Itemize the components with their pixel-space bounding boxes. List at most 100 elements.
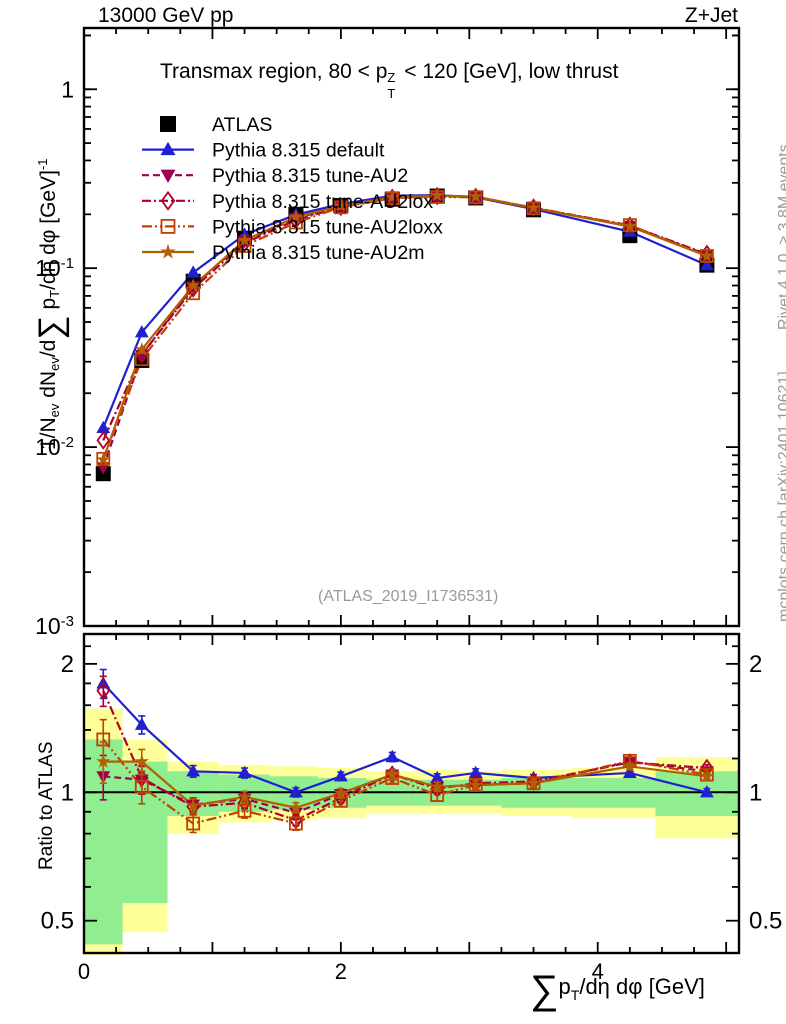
ratio-panel-frame (82, 632, 741, 955)
xl-sub: T (570, 987, 580, 1003)
ratio-marker-au2loxx (289, 816, 303, 831)
ratio-marker-default (333, 769, 348, 782)
ratio-marker-au2m (288, 800, 304, 814)
marker-au2m (288, 209, 304, 224)
ratio-marker-au2loxx (186, 816, 201, 831)
marker-au2loxx (134, 352, 149, 367)
legend-entry-au2loxx[interactable]: Pythia 8.315 tune-AU2loxx (142, 216, 443, 238)
marker-au2m (385, 189, 400, 204)
plot-title-a: Transmax region, 80 < p (160, 60, 388, 83)
marker-au2lox (134, 345, 149, 364)
legend-entry-au2m[interactable]: Pythia 8.315 tune-AU2m (142, 242, 424, 264)
ratio-line-au2lox (102, 690, 707, 822)
marker-au2lox (186, 279, 200, 298)
ratio-marker-default (699, 785, 714, 798)
ratio-marker-default (468, 765, 483, 779)
xl-p: p (558, 974, 571, 999)
watermark: (ATLAS_2019_I1736531) (318, 588, 499, 605)
ratio-line-au2loxx (102, 738, 708, 825)
ratio-marker-default (622, 765, 637, 779)
x-tick-label: 4 (592, 959, 604, 984)
plot-title-sup: Z (387, 70, 396, 85)
ratio-marker-au2m (333, 785, 348, 800)
series-line-au2m (102, 194, 708, 461)
marker-au2m (134, 342, 149, 356)
y-tick-label-main: 10-1 (35, 255, 74, 282)
ratio-series-group (84, 668, 739, 834)
ratio-marker-default (385, 749, 400, 763)
ratio-line-default (102, 682, 708, 794)
y-tick-label-ratio-right: 2 (749, 651, 762, 678)
marker-au2m (237, 232, 252, 247)
plot-frames (82, 26, 741, 955)
marker-au2m (622, 218, 637, 233)
marker-au2m (430, 187, 445, 202)
marker-au2lox (623, 216, 637, 235)
ratio-marker-au2lox (96, 681, 111, 701)
legend-marker-au2m (160, 243, 176, 259)
ratio-marker-au2loxx (134, 779, 149, 794)
ratio-error-bands (84, 708, 739, 956)
marker-default (186, 265, 201, 278)
x-tick-label: 2 (335, 959, 347, 984)
ratio-marker-default (430, 770, 445, 784)
marker-default (699, 257, 714, 271)
ratio-marker-au2m (385, 767, 400, 781)
marker-au2lox (96, 431, 111, 450)
legend-entry-atlas[interactable]: ATLAS (160, 114, 272, 136)
ratio-line-au2m (103, 760, 708, 809)
legend-marker-au2loxx (160, 218, 176, 234)
legend-marker-atlas (160, 116, 176, 132)
legend-label-au2loxx: Pythia 8.315 tune-AU2loxx (212, 216, 443, 238)
x-tick-label: 0 (78, 959, 90, 984)
y-tick-label-ratio-right: 1 (749, 779, 762, 806)
ratio-marker-au2m (186, 798, 201, 812)
legend-entry-au2[interactable]: Pythia 8.315 tune-AU2 (142, 165, 408, 187)
marker-default (96, 420, 111, 434)
ratio-marker-au2m (526, 775, 541, 790)
marker-au2m (333, 198, 348, 212)
y-tick-label-ratio-right: 0.5 (749, 908, 782, 935)
marker-au2m (699, 248, 715, 263)
band-inner (655, 771, 739, 816)
ratio-marker-default (186, 764, 201, 777)
ratio-marker-default (289, 785, 303, 798)
ratio-marker-au2m (430, 779, 445, 793)
ratio-marker-au2m (468, 777, 483, 792)
marker-default (134, 325, 149, 338)
ratio-marker-au2m (699, 768, 715, 783)
ratio-marker-au2m (237, 789, 252, 804)
ratio-marker-default (134, 717, 149, 730)
ratio-marker-default (237, 765, 252, 779)
legend-label-au2: Pythia 8.315 tune-AU2 (212, 165, 408, 187)
ratio-marker-au2m (134, 754, 149, 768)
legend-entry-default[interactable]: Pythia 8.315 default (142, 140, 385, 162)
legend-marker-default (160, 141, 176, 156)
marker-au2m (468, 189, 483, 203)
legend-marker-au2 (160, 169, 176, 183)
main-panel-frame (82, 26, 741, 628)
ratio-marker-au2m (96, 754, 111, 768)
legend-label-au2lox: Pythia 8.315 tune-AU2lox (212, 191, 433, 213)
header-right: Z+Jet (684, 4, 738, 27)
ratio-marker-au2loxx (237, 803, 252, 818)
plot-title-sub: T (387, 86, 396, 101)
main-series-group (95, 186, 715, 482)
series-line-default (102, 194, 708, 429)
xl-rest: /dη dφ [GeV] (579, 974, 705, 999)
legend-label-default: Pythia 8.315 default (212, 140, 385, 162)
legend-entry-au2lox[interactable]: Pythia 8.315 tune-AU2lox (142, 191, 433, 213)
header-left: 13000 GeV pp (98, 4, 234, 27)
legend-label-au2m: Pythia 8.315 tune-AU2m (212, 242, 424, 264)
plot-title-b: < 120 [GeV], low thrust (398, 60, 619, 83)
legend-marker-au2lox (160, 190, 176, 211)
y-tick-label-ratio: 0.5 (41, 908, 74, 935)
y-tick-label-main: 10-3 (35, 613, 74, 640)
marker-au2m (526, 200, 541, 215)
y-tick-label-main: 10-2 (35, 434, 74, 461)
y-tick-label-ratio: 1 (61, 779, 74, 806)
xl-sum: ∑ (530, 968, 559, 1012)
axis-ticks (83, 28, 739, 953)
legend-label-atlas: ATLAS (212, 114, 272, 136)
